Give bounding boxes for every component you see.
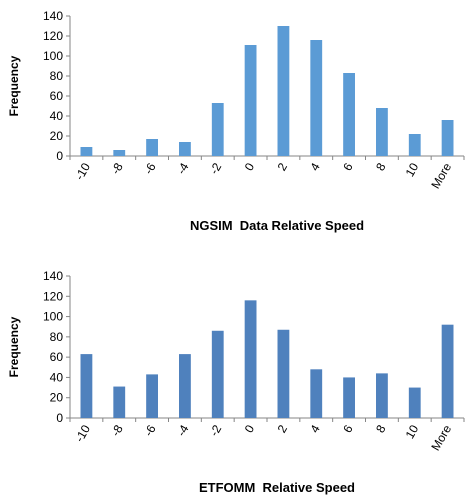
etfomm-bar-8: [376, 373, 388, 418]
ngsim-y-axis-title: Frequency: [7, 55, 21, 116]
etfomm-x-tick-label: 8: [373, 422, 389, 435]
ngsim-x-tick-label: 10: [403, 160, 422, 179]
ngsim-y-tick-label: 40: [50, 109, 64, 123]
etfomm-y-tick-label: 120: [43, 289, 63, 303]
ngsim-x-tick-label: -6: [141, 160, 159, 177]
etfomm-y-tick-label: 80: [50, 330, 64, 344]
ngsim-x-axis-title: NGSIM Data Relative Speed: [190, 218, 364, 233]
ngsim-bar--6: [146, 139, 158, 156]
etfomm-y-tick-label: 0: [56, 411, 63, 425]
etfomm-bar--10: [80, 354, 93, 418]
ngsim-x-tick-label: More: [428, 160, 454, 191]
ngsim-bar-8: [376, 108, 388, 156]
etfomm-bar-2: [277, 329, 290, 418]
etfomm-bar-10: [408, 387, 421, 418]
ngsim-bar-2: [277, 26, 290, 156]
ngsim-chart-svg: 0 20 40 60 80 100 120 140 -10 -8 -6 -4 -2 0 2 4 6 8 10 More…: [7, 9, 465, 233]
ngsim-x-tick-label: -8: [108, 160, 126, 177]
etfomm-y-tick-label: 100: [43, 310, 63, 324]
ngsim-x-tick-label: 4: [307, 160, 323, 173]
etfomm-x-axis-title: ETFOMM Relative Speed: [199, 480, 355, 495]
ngsim-bar-0: [244, 45, 257, 156]
etfomm-bar-6: [343, 377, 355, 418]
etfomm-x-tick-label: -6: [141, 422, 159, 439]
etfomm-y-tick-label: 40: [50, 370, 64, 384]
ngsim-x-tick-label: 6: [340, 160, 356, 173]
etfomm-x-tick-label: More: [428, 422, 454, 453]
ngsim-x-tick-label: 0: [242, 160, 258, 173]
ngsim-bar--4: [179, 142, 191, 156]
ngsim-bar--2: [211, 103, 224, 156]
ngsim-bar--10: [80, 147, 93, 156]
etfomm-y-axis-title: Frequency: [7, 316, 21, 377]
ngsim-histogram: 0 20 40 60 80 100 120 140 -10 -8 -6 -4 -2 0 2 4 6 8 10 More…: [7, 9, 465, 233]
ngsim-y-tick-label: 0: [56, 149, 63, 163]
ngsim-x-tick-label: -4: [174, 160, 192, 177]
ngsim-bar-4: [310, 40, 323, 156]
etfomm-bar--4: [179, 354, 191, 418]
ngsim-x-tick-label: 8: [373, 160, 389, 173]
ngsim-bar-10: [408, 134, 421, 156]
etfomm-x-tick-label: -10: [72, 422, 93, 444]
ngsim-y-tick-label: 60: [50, 89, 64, 103]
etfomm-x-tick-label: 0: [242, 422, 258, 435]
ngsim-bar-More: [441, 120, 454, 156]
etfomm-x-tick-label: 4: [307, 422, 323, 435]
etfomm-bar--2: [211, 330, 224, 418]
etfomm-y-tick-label: 60: [50, 350, 64, 364]
etfomm-histogram: 0 20 40 60 80 100 120 140 -10 -8 -6 -4 -2 0 2 4 6 8 10 More…: [0, 262, 474, 498]
ngsim-x-tick-label: -2: [207, 160, 225, 177]
ngsim-x-tick-label: -10: [72, 160, 93, 182]
ngsim-bar--8: [113, 150, 126, 156]
etfomm-chart-svg: 0 20 40 60 80 100 120 140 -10 -8 -6 -4 -2 0 2 4 6 8 10 More…: [7, 269, 465, 495]
etfomm-bar--8: [113, 386, 126, 418]
etfomm-bar-More: [441, 324, 454, 418]
etfomm-x-tick-label: -8: [108, 422, 126, 439]
etfomm-y-tick-label: 20: [50, 391, 64, 405]
ngsim-y-tick-label: 20: [50, 129, 64, 143]
ngsim-y-tick-label: 80: [50, 69, 64, 83]
etfomm-x-tick-label: 2: [275, 422, 291, 435]
etfomm-x-tick-label: 10: [403, 422, 422, 441]
etfomm-x-tick-label: -4: [174, 422, 192, 439]
etfomm-x-tick-label: 6: [340, 422, 356, 435]
ngsim-y-tick-label: 100: [43, 49, 63, 63]
etfomm-bar-4: [310, 369, 323, 418]
ngsim-bar-6: [343, 73, 355, 156]
etfomm-x-tick-label: -2: [207, 422, 225, 439]
etfomm-y-tick-label: 140: [43, 269, 63, 283]
etfomm-bar-0: [244, 300, 257, 418]
etfomm-bar--6: [146, 374, 158, 418]
ngsim-y-tick-label: 140: [43, 9, 63, 23]
ngsim-y-tick-label: 120: [43, 29, 63, 43]
ngsim-x-tick-label: 2: [275, 160, 291, 173]
